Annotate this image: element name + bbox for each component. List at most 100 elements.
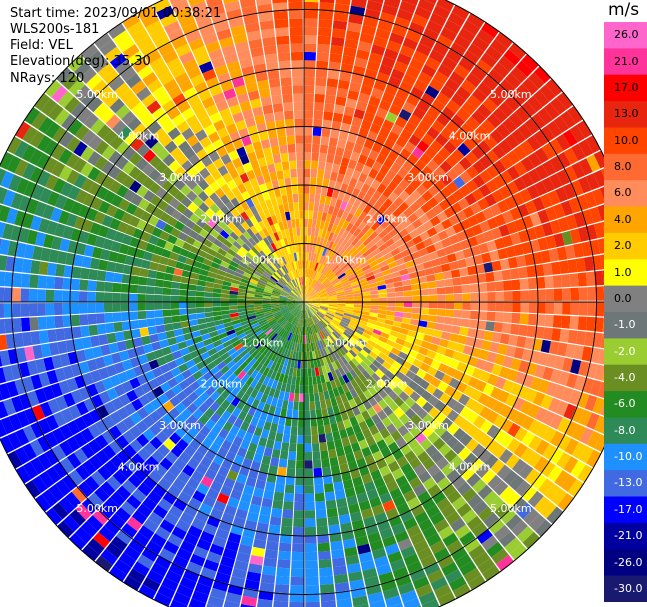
range-gate: [336, 208, 345, 219]
range-gate: [311, 367, 316, 377]
range-gate: [310, 317, 315, 326]
range-gate: [459, 560, 477, 576]
range-gate: [351, 333, 360, 341]
range-gate: [415, 43, 432, 57]
range-gate: [292, 526, 304, 536]
range-gate: [266, 216, 274, 226]
range-gate: [22, 443, 37, 461]
range-gate: [338, 227, 346, 237]
range-gate: [262, 376, 271, 386]
range-gate: [564, 420, 579, 438]
range-gate: [145, 20, 163, 35]
range-gate: [581, 209, 594, 226]
range-gate: [410, 86, 424, 100]
colorbar-segment: [604, 522, 647, 550]
range-gate: [491, 363, 503, 376]
range-gate: [178, 363, 189, 373]
range-gate: [505, 393, 518, 408]
range-gate: [286, 349, 292, 359]
range-gate: [232, 240, 242, 250]
range-gate: [288, 253, 293, 263]
range-gate: [174, 356, 186, 367]
range-gate: [262, 403, 271, 413]
range-gate: [471, 188, 484, 202]
range-gate: [210, 480, 223, 493]
range-gate: [304, 243, 307, 252]
range-gate: [137, 311, 147, 320]
range-gate: [382, 587, 400, 600]
range-gate: [154, 286, 163, 295]
range-gate: [245, 299, 254, 302]
range-gate: [506, 221, 518, 235]
range-gate: [70, 389, 84, 404]
range-gate: [4, 318, 14, 334]
range-gate: [469, 458, 484, 473]
range-gate: [162, 309, 172, 317]
range-gate: [424, 85, 440, 99]
range-gate: [292, 367, 297, 377]
range-gate: [415, 583, 433, 598]
range-gate: [545, 302, 555, 314]
range-gate: [276, 282, 284, 289]
range-gate: [322, 329, 329, 337]
range-gate: [478, 506, 494, 522]
range-gate: [366, 0, 383, 12]
range-gate: [262, 302, 271, 305]
range-gate: [109, 374, 122, 387]
range-gate: [327, 290, 336, 295]
range-gate: [92, 509, 109, 525]
range-gate: [315, 68, 328, 79]
range-gate: [217, 374, 228, 385]
range-gate: [467, 494, 483, 509]
range-gate: [278, 60, 291, 70]
range-gate: [172, 555, 189, 569]
range-gate: [304, 302, 311, 308]
range-gate: [254, 213, 262, 223]
range-gate: [463, 567, 482, 583]
range-gate: [320, 304, 329, 308]
range-gate: [374, 325, 384, 332]
range-gate: [249, 133, 261, 144]
range-gate: [308, 287, 313, 295]
range-gate: [256, 122, 267, 133]
range-gate: [205, 76, 220, 89]
colorbar-segment: [604, 470, 647, 498]
range-gate: [368, 315, 378, 322]
range-gate: [221, 44, 237, 57]
range-gate: [24, 346, 35, 361]
range-gate: [486, 282, 496, 292]
range-gate: [178, 214, 189, 225]
range-gate: [278, 204, 285, 214]
range-gate: [324, 346, 331, 356]
range-gate: [352, 265, 362, 273]
range-gate: [138, 584, 157, 600]
range-gate: [527, 490, 544, 508]
range-gate: [447, 422, 460, 436]
range-gate: [467, 43, 485, 59]
range-gate: [394, 530, 410, 543]
range-gate: [507, 256, 518, 269]
range-gate: [350, 317, 360, 323]
range-gate: [384, 370, 395, 380]
range-gate: [221, 379, 232, 389]
range-gate: [51, 161, 66, 178]
range-gate: [78, 361, 90, 375]
range-gate: [405, 239, 416, 249]
range-gate: [171, 384, 183, 396]
range-gate: [229, 302, 238, 306]
range-gate: [340, 122, 351, 133]
range-gate: [240, 535, 254, 547]
range-gate: [260, 393, 269, 404]
range-gate: [485, 149, 499, 164]
range-gate: [356, 271, 365, 278]
range-gate: [66, 420, 81, 436]
range-gate: [428, 302, 438, 309]
range-gate: [394, 223, 405, 233]
range-gate: [368, 396, 378, 407]
range-gate: [345, 296, 354, 300]
range-gate: [289, 333, 294, 342]
range-gate: [402, 360, 413, 370]
range-gate: [349, 205, 358, 216]
range-gate: [149, 436, 163, 450]
range-gate: [229, 425, 240, 436]
